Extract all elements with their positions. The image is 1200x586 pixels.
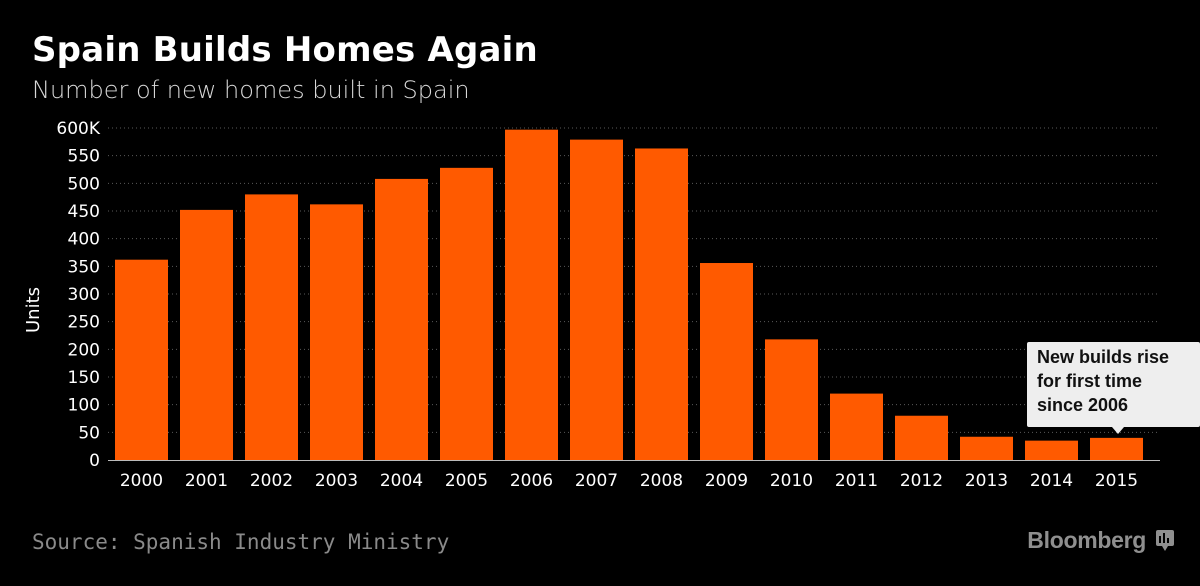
x-tick-label: 2004 [380,471,423,491]
annotation-callout: New builds rise for first time since 200… [1027,342,1200,427]
x-tick-label: 2003 [315,471,358,491]
bar-2006 [505,129,558,460]
x-tick-label: 2013 [965,471,1008,491]
y-tick-label: 150 [68,368,100,388]
x-tick-label: 2006 [510,471,553,491]
x-tick-label: 2008 [640,471,683,491]
x-tick-label: 2011 [835,471,878,491]
x-tick-label: 2009 [705,471,748,491]
bloomberg-logo: Bloomberg [1027,527,1146,553]
bar-2000 [115,259,168,460]
bar-2008 [635,148,688,460]
bar-2002 [245,194,298,460]
gridlines [108,127,1160,433]
x-tick-label: 2012 [900,471,943,491]
bar-2010 [765,339,818,460]
bar-2012 [895,415,948,460]
bar-2014 [1025,440,1078,460]
y-axis-ticks: 0 50 100 150 200 250 300 350 400 450 500 550 600K [56,119,100,471]
bloomberg-terminal-icon [1156,530,1174,551]
y-tick-label: 200 [68,340,100,360]
y-axis-title: Units [23,287,44,333]
annotation-text: New builds rise for first time since 200… [1037,347,1170,415]
x-tick-label: 2002 [250,471,293,491]
bar-2001 [180,209,233,460]
y-tick-label: 300 [68,285,100,305]
bar-2011 [830,393,883,460]
y-tick-label: 600K [56,119,100,139]
x-tick-label: 2007 [575,471,618,491]
y-tick-label: 350 [68,257,100,277]
x-tick-label: 2014 [1030,471,1073,491]
x-tick-label: 2015 [1095,471,1138,491]
y-tick-label: 450 [68,202,100,222]
chart-title: Spain Builds Homes Again [32,30,538,70]
chart-subtitle: Number of new homes built in Spain [32,76,470,104]
y-tick-label: 0 [89,451,100,471]
bar-2007 [570,139,623,460]
y-tick-label: 50 [78,423,100,443]
annotation-pointer [1112,427,1124,434]
bar-2005 [440,167,493,460]
x-axis-ticks: 2000 2001 2002 2003 2004 2005 2006 2007 2008 2009… [120,471,1138,491]
bar-2009 [700,263,753,460]
bar-2015 [1090,437,1143,460]
y-tick-label: 500 [68,174,100,194]
x-tick-label: 2001 [185,471,228,491]
x-tick-label: 2005 [445,471,488,491]
y-tick-label: 250 [68,313,100,333]
bar-2004 [375,178,428,460]
bar-2003 [310,204,363,460]
y-tick-label: 550 [68,147,100,167]
x-tick-label: 2010 [770,471,813,491]
x-tick-label: 2000 [120,471,163,491]
source-note: Source: Spanish Industry Ministry [32,530,450,554]
bar-2013 [960,436,1013,460]
y-tick-label: 400 [68,230,100,250]
bars [115,129,1143,460]
y-tick-label: 100 [68,396,100,416]
